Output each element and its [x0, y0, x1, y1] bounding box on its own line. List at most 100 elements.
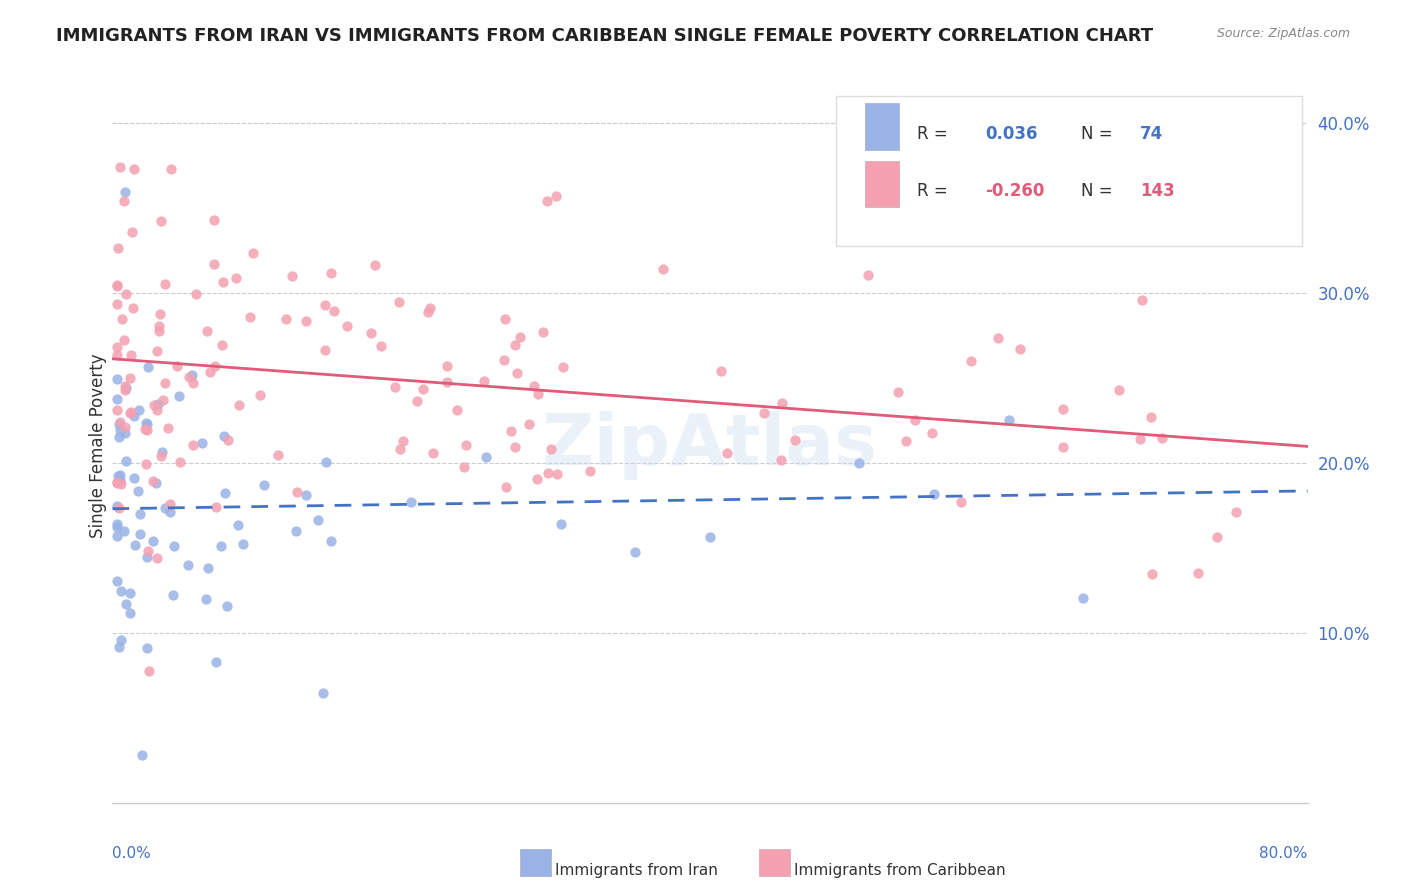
Point [105, 529, 128, 543]
Point [499, 424, 522, 438]
Point [503, 440, 526, 454]
Text: ZipAtlas: ZipAtlas [543, 411, 877, 481]
Bar [866, 103, 898, 150]
Point [336, 319, 359, 334]
Point [211, 337, 233, 351]
Point [149, 307, 172, 321]
Point [115, 598, 138, 612]
Point [200, 364, 222, 378]
Point [454, 438, 477, 452]
Point [239, 310, 262, 324]
Text: Immigrants from Iran: Immigrants from Iran [555, 863, 718, 878]
Point [136, 549, 159, 564]
Point [998, 413, 1021, 427]
Point [509, 330, 531, 344]
Point [120, 348, 142, 362]
Text: Immigrants from Caribbean: Immigrants from Caribbean [794, 863, 1007, 878]
Point [112, 333, 135, 347]
Point [191, 436, 214, 450]
Point [858, 268, 880, 283]
Point [285, 485, 308, 500]
Point [540, 442, 562, 456]
Point [135, 417, 157, 431]
Point [405, 393, 427, 408]
Text: N =: N = [1081, 125, 1122, 143]
Point [142, 534, 165, 549]
Point [108, 423, 131, 437]
Point [105, 403, 128, 417]
Text: R =: R = [917, 125, 957, 143]
Point [391, 434, 413, 449]
Point [121, 225, 143, 239]
Point [253, 478, 276, 492]
Point [112, 194, 135, 209]
Point [105, 499, 128, 513]
Point [307, 513, 329, 527]
Point [118, 586, 141, 600]
Point [110, 633, 132, 648]
Point [105, 392, 128, 407]
Point [120, 405, 142, 419]
Point [159, 505, 181, 519]
Point [1140, 566, 1163, 581]
Point [108, 468, 131, 483]
Point [537, 466, 560, 480]
Point [475, 450, 498, 464]
Point [453, 460, 475, 475]
Point [159, 497, 181, 511]
Point [105, 340, 128, 354]
Point [181, 438, 204, 452]
Point [526, 472, 548, 486]
Point [135, 457, 157, 471]
Point [1187, 566, 1209, 581]
Point [181, 368, 204, 382]
Point [110, 477, 132, 491]
Point [1206, 530, 1229, 544]
Point [131, 748, 153, 763]
Point [115, 381, 138, 395]
Point [228, 398, 250, 412]
Point [1150, 431, 1173, 445]
Point [124, 161, 146, 176]
Point [495, 480, 517, 494]
Point [202, 257, 225, 271]
Point [505, 338, 527, 352]
Point [527, 386, 550, 401]
Point [107, 469, 129, 483]
Point [155, 376, 177, 391]
Point [146, 403, 169, 417]
Point [1129, 433, 1152, 447]
Point [128, 527, 150, 541]
Text: -0.260: -0.260 [986, 182, 1045, 200]
Point [209, 539, 232, 553]
Point [122, 471, 145, 485]
Text: 143: 143 [1140, 182, 1175, 200]
Point [114, 383, 136, 397]
Point [186, 287, 208, 301]
Point [212, 275, 235, 289]
Point [315, 455, 337, 469]
Point [105, 517, 128, 532]
Point [194, 591, 217, 606]
Point [360, 326, 382, 340]
Point [401, 495, 423, 509]
Point [114, 186, 136, 200]
Point [1140, 409, 1163, 424]
Point [546, 467, 568, 481]
Point [232, 537, 254, 551]
Point [195, 324, 218, 338]
Text: R =: R = [917, 182, 957, 200]
Bar [866, 161, 898, 207]
Text: R =  0.036   N =  74: R = 0.036 N = 74 [920, 118, 1087, 136]
Point [105, 278, 128, 293]
Point [1052, 402, 1074, 417]
Point [148, 397, 170, 411]
Point [105, 372, 128, 386]
Point [419, 301, 441, 316]
Point [105, 520, 128, 534]
Point [148, 318, 170, 333]
Point [267, 448, 290, 462]
Point [148, 324, 170, 338]
Point [894, 434, 917, 449]
Point [533, 325, 555, 339]
